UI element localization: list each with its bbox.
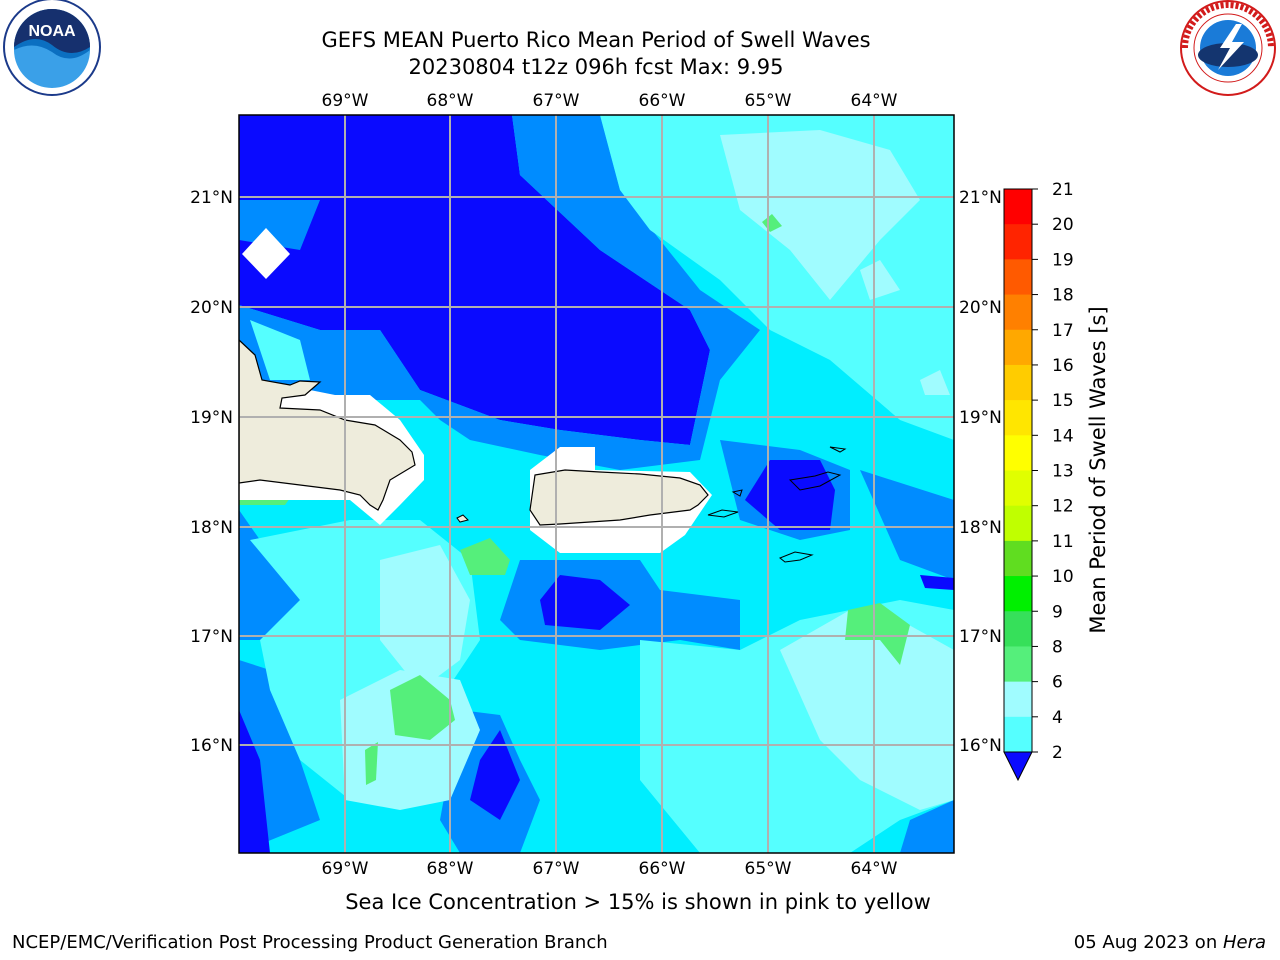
colorbar-tick-label: 13	[1052, 462, 1074, 482]
colorbar-tick-label: 11	[1052, 532, 1074, 552]
lat-tick-label: 17°N	[959, 627, 1002, 647]
colorbar-band	[1004, 259, 1032, 296]
lat-tick-label: 21°N	[959, 188, 1002, 208]
lat-tick-label: 19°N	[190, 408, 233, 428]
graticule	[239, 115, 954, 853]
sea-ice-note: Sea Ice Concentration > 15% is shown in …	[345, 890, 931, 914]
colorbar-band	[1004, 189, 1032, 225]
lat-ticks-left: 21°N 20°N 19°N 18°N 17°N 16°N	[190, 188, 233, 756]
lon-tick-label: 68°W	[427, 91, 474, 111]
colorbar-band	[1004, 435, 1032, 471]
colorbar-tick-label: 18	[1052, 286, 1074, 306]
colorbar-tick-label: 10	[1052, 567, 1074, 587]
footer-date: 05 Aug 2023 on Hera	[1074, 932, 1266, 953]
lat-tick-label: 19°N	[959, 408, 1002, 428]
colorbar: 21 20 19 18 17 16 15 14 13 12 11 10 9 8 6 4 2	[1003, 180, 1074, 782]
colorbar-band	[1004, 400, 1032, 436]
colorbar-band	[1004, 470, 1032, 507]
lon-tick-label: 64°W	[851, 91, 898, 111]
lon-ticks-top: 69°W 68°W 67°W 66°W 65°W 64°W	[322, 91, 898, 111]
colorbar-band	[1004, 224, 1032, 260]
colorbar-band	[1004, 576, 1032, 612]
colorbar-tick-label: 16	[1052, 356, 1074, 376]
lat-tick-label: 18°N	[959, 518, 1002, 538]
lat-tick-label: 20°N	[959, 298, 1002, 318]
colorbar-tick-label: 9	[1052, 602, 1063, 622]
colorbar-band	[1004, 329, 1032, 366]
colorbar-title: Mean Period of Swell Waves [s]	[1086, 306, 1110, 633]
lat-tick-label: 16°N	[959, 736, 1002, 756]
footer-credit: NCEP/EMC/Verification Post Processing Pr…	[12, 932, 608, 953]
lon-tick-label: 69°W	[322, 91, 369, 111]
map-subtitle: 20230804 t12z 096h fcst Max: 9.95	[408, 55, 784, 79]
map-plot-area	[239, 115, 954, 853]
noaa-logo-text: NOAA	[28, 23, 76, 40]
colorbar-extend-min	[1003, 751, 1033, 782]
map-frame	[238, 114, 955, 854]
colorbar-tick-label: 8	[1052, 637, 1063, 657]
colorbar-band	[1004, 716, 1032, 753]
colorbar-tick-label: 15	[1052, 391, 1074, 411]
map-title: GEFS MEAN Puerto Rico Mean Period of Swe…	[321, 28, 871, 52]
lat-ticks-right: 21°N 20°N 19°N 18°N 17°N 16°N	[959, 188, 1002, 756]
colorbar-band	[1004, 294, 1032, 331]
noaa-logo: NOAA	[3, 0, 101, 96]
colorbar-tick-label: 4	[1052, 708, 1063, 728]
colorbar-band	[1004, 505, 1032, 542]
nws-logo	[1180, 0, 1276, 96]
lon-tick-label: 64°W	[851, 859, 898, 879]
lat-tick-label: 16°N	[190, 736, 233, 756]
lon-tick-label: 68°W	[427, 859, 474, 879]
colorbar-tick-label: 14	[1052, 426, 1074, 446]
colorbar-tick-label: 6	[1052, 673, 1063, 693]
lon-tick-label: 67°W	[533, 91, 580, 111]
lon-tick-label: 66°W	[639, 859, 686, 879]
lon-tick-label: 65°W	[745, 91, 792, 111]
colorbar-tick-label: 20	[1052, 215, 1074, 235]
colorbar-tick-label: 19	[1052, 250, 1074, 270]
colorbar-band	[1004, 540, 1032, 577]
lon-ticks-bottom: 69°W 68°W 67°W 66°W 65°W 64°W	[322, 859, 898, 879]
colorbar-band	[1004, 681, 1032, 718]
colorbar-band	[1004, 364, 1032, 401]
lat-tick-label: 17°N	[190, 627, 233, 647]
lon-tick-label: 66°W	[639, 91, 686, 111]
lon-tick-label: 67°W	[533, 859, 580, 879]
lon-tick-label: 69°W	[322, 859, 369, 879]
lat-tick-label: 21°N	[190, 188, 233, 208]
colorbar-tick-label: 21	[1052, 180, 1074, 200]
footer-date-text: 05 Aug 2023 on	[1073, 932, 1223, 953]
lat-tick-label: 20°N	[190, 298, 233, 318]
colorbar-tick-label: 12	[1052, 497, 1074, 517]
colorbar-tick-label: 2	[1052, 743, 1063, 763]
footer-host: Hera	[1222, 932, 1266, 953]
lon-tick-label: 65°W	[745, 859, 792, 879]
colorbar-band	[1004, 611, 1032, 647]
lat-tick-label: 18°N	[190, 518, 233, 538]
colorbar-tick-label: 17	[1052, 321, 1074, 341]
colorbar-band	[1004, 646, 1032, 683]
